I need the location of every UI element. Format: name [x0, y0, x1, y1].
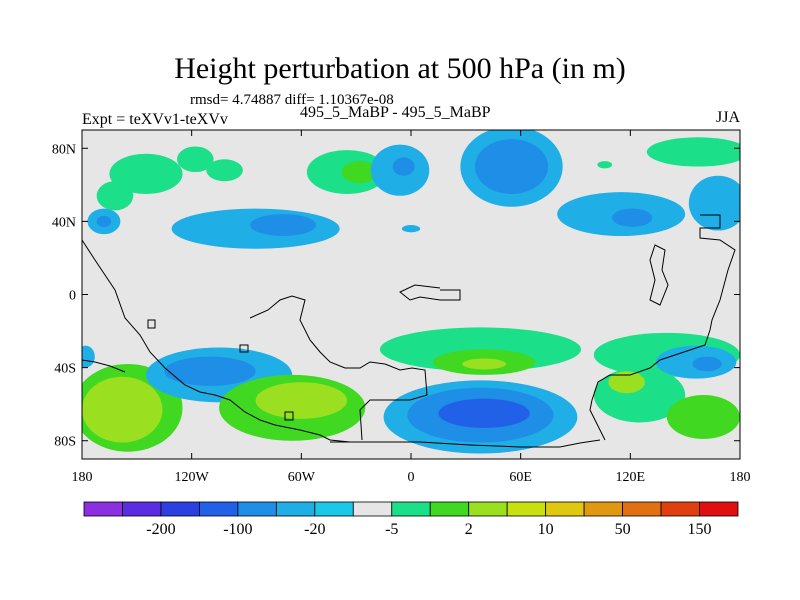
- map-plot-area: [82, 130, 740, 459]
- colorbar-box-7: [352, 501, 393, 517]
- experiment-label: Expt = teXVv1-teXVv: [82, 111, 228, 128]
- coastline-pacific-rim: [589, 214, 736, 441]
- anomaly-contour-38: [82, 345, 95, 368]
- colorbar-box-0: [83, 501, 123, 517]
- anomaly-contour-2: [96, 181, 134, 211]
- colorbar-box-12: [545, 501, 585, 517]
- colorbar-label-5: 10: [538, 521, 554, 538]
- colorbar-box-11: [506, 501, 547, 517]
- anomaly-contour-16: [612, 208, 653, 227]
- colorbar-box-9: [429, 501, 470, 517]
- chart-title: Height perturbation at 500 hPa (in m): [174, 52, 626, 85]
- anomaly-contour-22: [462, 358, 507, 370]
- stats-label: rmsd= 4.74887 diff= 1.10367e-08: [190, 92, 394, 108]
- coastline-antarctica: [330, 439, 601, 448]
- x-tick-label-6: 180: [730, 470, 751, 485]
- anomaly-contour-4: [341, 161, 379, 184]
- colorbar-box-15: [660, 501, 700, 517]
- coastline-asia-east: [399, 284, 461, 301]
- colorbar-box-14: [622, 501, 662, 517]
- colorbar-label-7: 150: [688, 521, 712, 538]
- x-tick-label-4: 60E: [509, 470, 532, 485]
- anomaly-contour-37: [255, 382, 348, 419]
- coastline-south-america: [82, 239, 351, 443]
- y-tick-label-0: 80N: [52, 142, 76, 157]
- coastline-south-pacific: [82, 359, 126, 373]
- colorbar-label-3: -5: [385, 521, 398, 538]
- anomaly-contour-25: [438, 398, 530, 428]
- anomaly-contour-31: [666, 395, 740, 439]
- colorbar-label-1: -100: [223, 521, 252, 538]
- anomaly-contour-33: [82, 376, 163, 443]
- anomaly-contour-5: [206, 159, 243, 182]
- season-label: JJA: [716, 109, 741, 126]
- coastline-small-island-3: [284, 411, 294, 421]
- colorbar-label-0: -200: [146, 521, 175, 538]
- y-tick-label-1: 40N: [52, 215, 76, 230]
- colorbar-box-10: [468, 501, 508, 517]
- anomaly-contour-30: [608, 371, 645, 394]
- coastline-africa: [249, 295, 428, 441]
- colorbar-box-5: [275, 501, 316, 517]
- colorbar-box-6: [314, 501, 354, 517]
- colorbar-box-13: [583, 501, 623, 517]
- coastline-small-island-1: [239, 344, 249, 353]
- case-label: 495_5_MaBP - 495_5_MaBP: [300, 104, 491, 121]
- colorbar-box-16: [699, 501, 739, 517]
- anomaly-contour-12: [392, 157, 415, 176]
- y-tick-label-2: 0: [69, 289, 76, 304]
- y-tick-label-4: 80S: [54, 435, 76, 450]
- colorbar-box-1: [122, 501, 162, 517]
- anomaly-contour-17: [688, 175, 740, 231]
- anomaly-contour-1: [177, 146, 214, 173]
- anomaly-contour-18: [646, 137, 740, 167]
- coastline-small-island-2: [147, 319, 156, 329]
- colorbar-box-8: [391, 501, 431, 517]
- colorbar-label-2: -20: [304, 521, 325, 538]
- anomaly-contour-0: [109, 153, 183, 194]
- colorbar-box-3: [199, 501, 239, 517]
- coastline-indonesia: [649, 244, 669, 306]
- colorbar-label-4: 2: [465, 521, 473, 538]
- x-tick-label-3: 0: [408, 470, 415, 485]
- anomaly-contour-10: [401, 225, 421, 233]
- anomaly-contour-7: [96, 215, 112, 227]
- colorbar-box-4: [237, 501, 277, 517]
- colorbar-box-2: [160, 501, 200, 517]
- anomaly-contour-19: [597, 161, 613, 169]
- x-tick-label-1: 120W: [175, 470, 210, 485]
- colorbar-label-6: 50: [615, 521, 631, 538]
- coastlines: [82, 214, 736, 448]
- anomaly-contour-9: [250, 214, 316, 237]
- x-tick-label-5: 120E: [616, 470, 646, 485]
- y-tick-label-3: 40S: [54, 362, 76, 377]
- x-tick-label-2: 60W: [288, 470, 316, 485]
- anomaly-contour-14: [474, 139, 549, 194]
- anomaly-contour-28: [692, 356, 722, 372]
- anomaly-contour-35: [164, 356, 256, 386]
- x-tick-label-0: 180: [72, 470, 93, 485]
